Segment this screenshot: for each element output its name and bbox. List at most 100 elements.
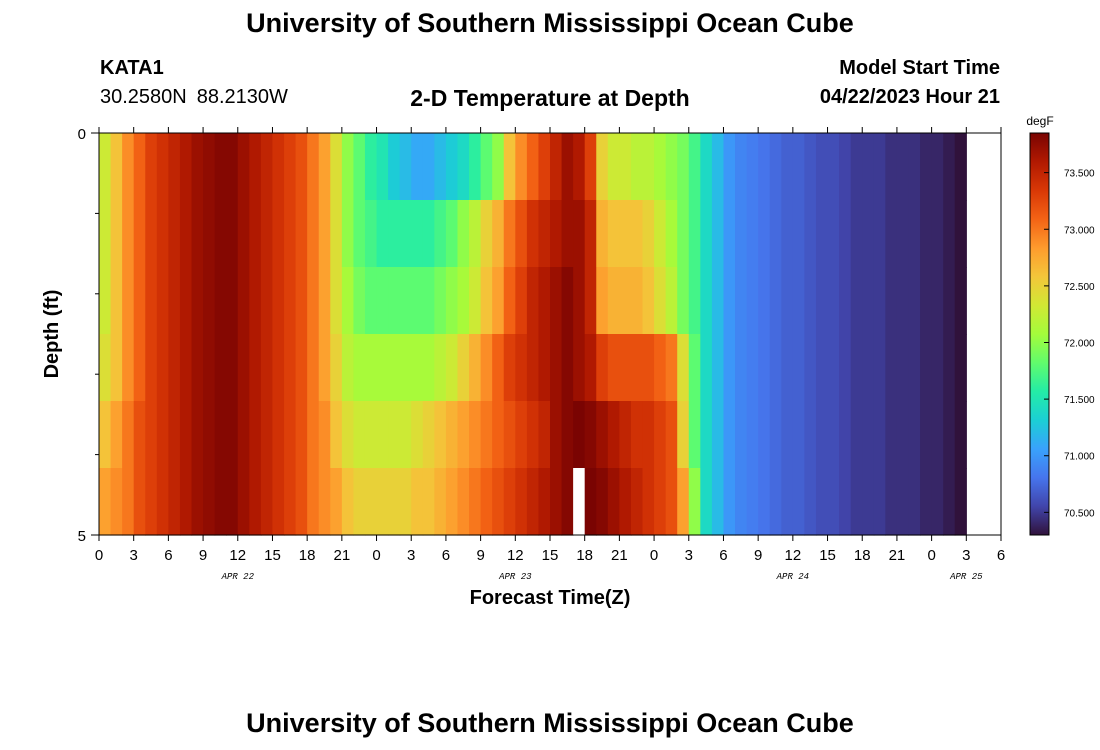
heatmap-cell [411,334,424,402]
heatmap-cell [156,468,169,536]
heatmap-cell [445,334,459,402]
x-tick-label: 0 [927,547,935,564]
heatmap-cell [850,133,863,201]
heatmap-cell [735,334,748,402]
colorbar-tick-label: 70.500 [1064,508,1095,519]
heatmap-cell [642,334,655,402]
heatmap-cell [272,334,285,402]
heatmap-cell [862,200,875,268]
heatmap-cell [688,401,701,469]
heatmap-cell [237,133,250,201]
colorbar-tick-label: 71.000 [1064,452,1095,463]
heatmap-cell [758,334,771,402]
heatmap-cell [145,468,158,536]
heatmap-cell [735,200,748,268]
heatmap-cell [133,200,146,268]
heatmap-cell [584,468,597,536]
heatmap-cell [295,200,308,268]
heatmap-cell [226,133,239,201]
colorbar-tick-label: 73.500 [1064,169,1095,180]
colorbar-tick-label: 73.000 [1064,225,1095,236]
heatmap-cell [931,133,944,201]
heatmap-cell [214,334,227,402]
heatmap-cell [110,401,123,469]
heatmap-cell [341,334,355,402]
heatmap-cell [792,267,806,335]
heatmap-cell [145,267,158,335]
heatmap-cell [469,401,482,469]
station-coordinates: 30.2580N 88.2130W [100,86,288,109]
heatmap-cell [873,267,886,335]
heatmap-cell [573,133,586,201]
heatmap-cell [503,468,516,536]
heatmap-cell [862,334,875,402]
heatmap-cell [307,200,320,268]
heatmap-cell [677,401,690,469]
heatmap-cell [191,468,204,536]
heatmap-cell [827,468,840,536]
heatmap-cell [237,200,250,268]
heatmap-cell [353,334,366,402]
heatmap-cell [630,133,644,201]
heatmap-cell [503,200,516,268]
x-tick-label: 0 [650,547,658,564]
heatmap-cell [630,468,644,536]
heatmap-cell [943,334,956,402]
heatmap-cell [469,334,482,402]
heatmap-cell [399,267,412,335]
heatmap-cell [538,468,551,536]
x-tick-label: 18 [576,547,593,564]
heatmap-cell [943,133,956,201]
heatmap-cell [862,401,875,469]
heatmap-cell [654,267,667,335]
heatmap-cell [839,401,852,469]
heatmap-cell [781,401,794,469]
heatmap-cell [388,334,401,402]
heatmap-cell [156,267,169,335]
heatmap-cell [503,267,516,335]
heatmap-cell [850,468,863,536]
heatmap-cell [619,267,632,335]
heatmap-cell [399,401,412,469]
heatmap-cell [318,468,331,536]
heatmap-cell [214,200,227,268]
heatmap-cell [769,401,782,469]
heatmap-cell [122,200,135,268]
heatmap-cell [422,267,435,335]
heatmap-cell [145,334,158,402]
heatmap-cell [353,401,366,469]
heatmap-cell [122,133,135,201]
station-latitude: 30.2580N [100,86,187,108]
heatmap-cell [561,334,574,402]
heatmap-cell [272,468,285,536]
heatmap-cell [399,200,412,268]
x-tick-label: 12 [507,547,524,564]
heatmap-cell [550,133,563,201]
heatmap-cell [815,468,829,536]
heatmap-cell [260,334,274,402]
heatmap-cell [908,468,921,536]
heatmap-cell [364,200,378,268]
heatmap-cell [665,133,678,201]
heatmap-cell [353,267,366,335]
heatmap-cell [619,334,632,402]
heatmap-cell [526,200,540,268]
x-tick-label: 15 [542,547,559,564]
heatmap-cell [746,468,759,536]
heatmap-cell [99,401,112,469]
heatmap-cell [203,133,216,201]
x-tick-label: 6 [164,547,172,564]
heatmap-cell [931,401,944,469]
heatmap-cell [422,200,435,268]
heatmap-cell [769,468,782,536]
x-tick-label: 15 [819,547,836,564]
x-tick-label: 9 [476,547,484,564]
heatmap-cell [781,200,794,268]
heatmap-cell [700,468,713,536]
heatmap-cell [550,200,563,268]
heatmap-cell [526,133,540,201]
heatmap-cell [920,200,933,268]
heatmap-cell [931,267,944,335]
heatmap-cell [133,468,146,536]
